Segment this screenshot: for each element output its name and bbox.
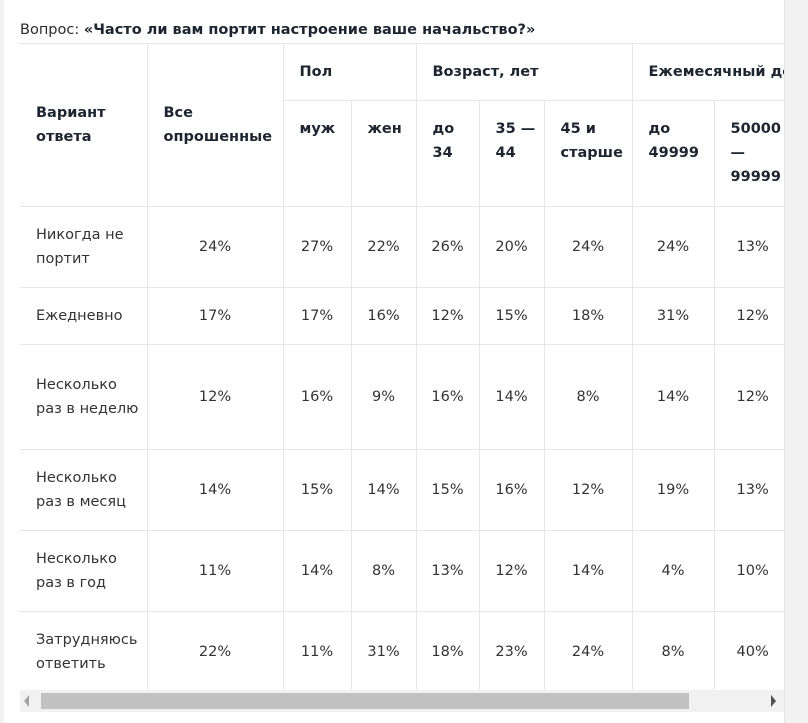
arrow-left-icon[interactable] (24, 695, 29, 707)
cell-value: 13% (416, 530, 480, 612)
cell-value: 23% (479, 611, 545, 691)
row-label: Несколько раз в неделю (20, 344, 148, 450)
row-label: Никогда не портит (20, 206, 148, 288)
cell-value: 4% (632, 530, 715, 612)
cell-value: 12% (479, 530, 545, 612)
row-label: Затрудняюсь ответить (20, 611, 148, 691)
cell-value: 27% (283, 206, 352, 288)
cell-value: 15% (283, 449, 352, 531)
cell-value: 16% (351, 287, 417, 345)
header-age-35-44: 35 — 44 (479, 100, 545, 207)
cell-value: 17% (147, 287, 284, 345)
header-group-sex: Пол (283, 44, 417, 101)
page-right-gutter (784, 0, 808, 723)
cell-value: 16% (479, 449, 545, 531)
header-group-age: Возраст, лет (416, 44, 633, 101)
cell-value: 22% (351, 206, 417, 288)
cell-value: 15% (416, 449, 480, 531)
cell-value: 22% (147, 611, 284, 691)
cell-value: 16% (283, 344, 352, 450)
cell-value: 9% (351, 344, 417, 450)
horizontal-scrollbar[interactable] (20, 690, 784, 712)
cell-value: 13% (714, 449, 784, 531)
cell-value: 8% (351, 530, 417, 612)
cell-value: 31% (351, 611, 417, 691)
table-row: Несколько раз в неделю 12% 16% 9% 16% 14… (20, 344, 784, 450)
cell-value: 14% (283, 530, 352, 612)
arrow-right-icon[interactable] (771, 695, 776, 707)
cell-value: 11% (147, 530, 284, 612)
header-answer: Вариант ответа (20, 44, 148, 207)
survey-table: Вариант ответа Все опрошенные Пол Возрас… (20, 44, 784, 691)
header-group-income: Ежемесячный доход (632, 44, 784, 101)
cell-value: 14% (147, 449, 284, 531)
cell-value: 8% (544, 344, 633, 450)
header-age-under-34: до 34 (416, 100, 480, 207)
question-label: Вопрос: (20, 22, 84, 38)
cell-value: 14% (479, 344, 545, 450)
header-all: Все опрошенные (147, 44, 284, 207)
scrollbar-thumb[interactable] (41, 693, 689, 709)
question-heading: Вопрос: «Часто ли вам портит настроение … (20, 22, 535, 38)
table-row: Никогда не портит 24% 27% 22% 26% 20% 24… (20, 206, 784, 288)
header-income-under-50k: до 49999 (632, 100, 715, 207)
cell-value: 12% (416, 287, 480, 345)
table-row: Ежедневно 17% 17% 16% 12% 15% 18% 31% 12… (20, 287, 784, 345)
row-label: Несколько раз в месяц (20, 449, 148, 531)
cell-value: 12% (714, 287, 784, 345)
cell-value: 15% (479, 287, 545, 345)
cell-value: 17% (283, 287, 352, 345)
header-income-50k-100k: 50000 — 99999 (714, 100, 784, 207)
cell-value: 16% (416, 344, 480, 450)
cell-value: 10% (714, 530, 784, 612)
cell-value: 18% (416, 611, 480, 691)
cell-value: 12% (714, 344, 784, 450)
cell-value: 20% (479, 206, 545, 288)
cell-value: 19% (632, 449, 715, 531)
cell-value: 24% (632, 206, 715, 288)
table-row: Несколько раз в год 11% 14% 8% 13% 12% 1… (20, 530, 784, 612)
cell-value: 14% (632, 344, 715, 450)
cell-value: 31% (632, 287, 715, 345)
table-scroll-container[interactable]: Вариант ответа Все опрошенные Пол Возрас… (20, 43, 784, 691)
header-female: жен (351, 100, 417, 207)
header-age-45-plus: 45 и старше (544, 100, 633, 207)
page-left-edge (0, 0, 4, 723)
question-text: «Часто ли вам портит настроение ваше нач… (83, 22, 536, 38)
table-row: Несколько раз в месяц 14% 15% 14% 15% 16… (20, 449, 784, 531)
table-row: Затрудняюсь ответить 22% 11% 31% 18% 23%… (20, 611, 784, 691)
cell-value: 24% (544, 206, 633, 288)
header-male: муж (283, 100, 352, 207)
cell-value: 24% (544, 611, 633, 691)
cell-value: 18% (544, 287, 633, 345)
cell-value: 26% (416, 206, 480, 288)
row-label: Ежедневно (20, 287, 148, 345)
cell-value: 11% (283, 611, 352, 691)
row-label: Несколько раз в год (20, 530, 148, 612)
cell-value: 8% (632, 611, 715, 691)
cell-value: 12% (147, 344, 284, 450)
cell-value: 40% (714, 611, 784, 691)
cell-value: 12% (544, 449, 633, 531)
cell-value: 14% (544, 530, 633, 612)
cell-value: 13% (714, 206, 784, 288)
cell-value: 14% (351, 449, 417, 531)
cell-value: 24% (147, 206, 284, 288)
